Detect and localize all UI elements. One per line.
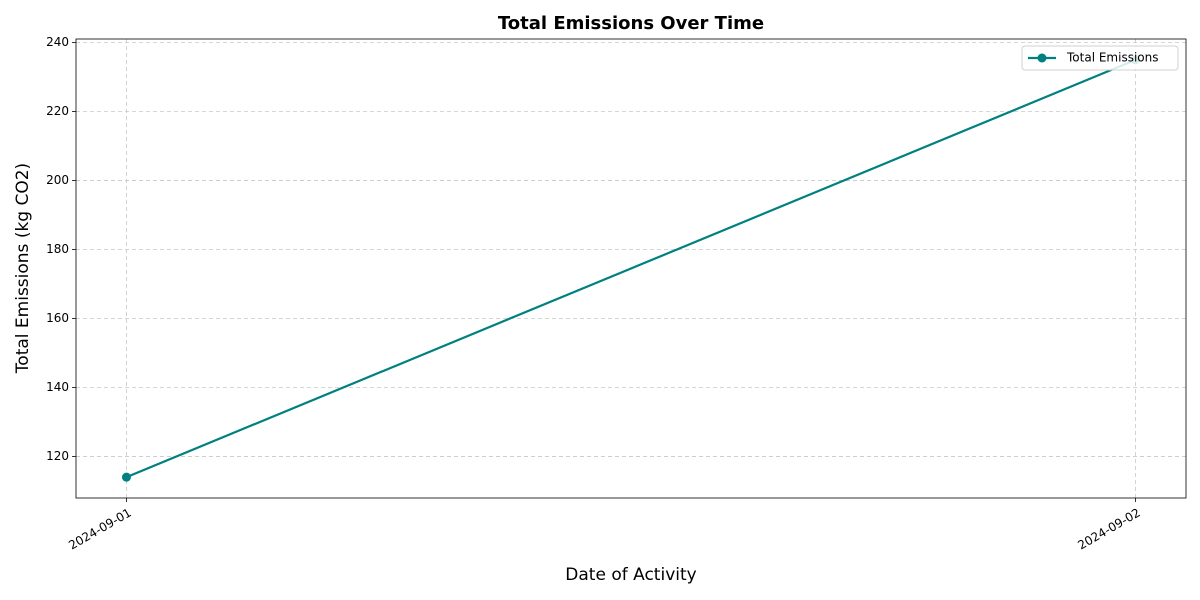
- y-tick-label: 120: [46, 449, 69, 463]
- legend-marker: [1037, 53, 1047, 63]
- x-tick-label: 2024-09-01: [66, 506, 133, 553]
- data-line: [126, 58, 1136, 479]
- x-tick-label: 2024-09-02: [1075, 506, 1142, 553]
- legend-box: [1021, 45, 1179, 71]
- y-tick-label: 220: [46, 104, 69, 118]
- y-tick-label: 160: [46, 311, 69, 325]
- y-tick-label: 180: [46, 242, 69, 256]
- y-tick-label: 200: [46, 173, 69, 187]
- y-tick-label: 140: [46, 380, 69, 394]
- x-axis-label: Date of Activity: [565, 565, 696, 585]
- y-tick-label: 240: [46, 35, 69, 49]
- chart-title: Total Emissions Over Time: [498, 13, 764, 34]
- y-axis-label: Total Emissions (kg CO2): [13, 163, 33, 374]
- plot-frame: [75, 38, 1187, 499]
- legend-label: Total Emissions: [1066, 51, 1158, 65]
- data-point: [121, 472, 131, 482]
